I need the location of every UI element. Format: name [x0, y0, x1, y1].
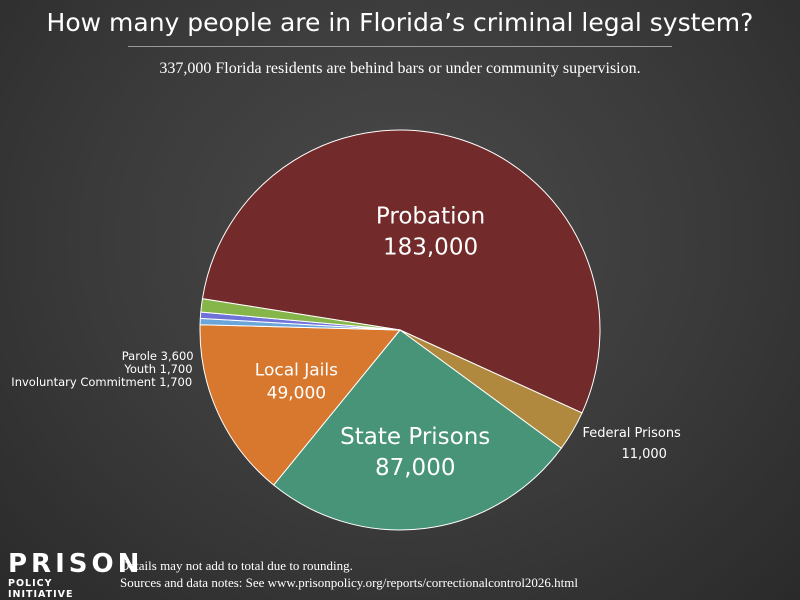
logo-line-2: POLICY INITIATIVE: [8, 578, 74, 600]
slice-label-federal-prisons: Federal Prisons: [582, 426, 681, 441]
slice-label-local-jails: Local Jails: [255, 361, 338, 381]
pie-slice-local-jails: [199, 324, 402, 486]
slice-label-parole: Parole 3,600: [122, 349, 194, 363]
slice-label-involuntary-commitment: Involuntary Commitment 1,700: [11, 375, 192, 389]
slice-value-federal-prisons: 11,000: [621, 447, 667, 462]
pie-slice-probation: [201, 129, 601, 414]
pie-slice-state-prisons: [272, 329, 563, 531]
title-divider: [128, 46, 672, 47]
prison-policy-initiative-logo: PRISON POLICY INITIATIVE: [8, 549, 144, 600]
logo-line-1: PRISON: [8, 549, 144, 579]
rounding-note: Details may not add to total due to roun…: [120, 558, 353, 573]
slice-value-local-jails: 49,000: [267, 384, 326, 404]
slice-label-youth: Youth 1,700: [123, 362, 192, 376]
pie-slice-parole: [200, 298, 401, 331]
slice-label-state-prisons: State Prisons: [340, 424, 490, 450]
chart-subtitle: 337,000 Florida residents are behind bar…: [159, 60, 641, 77]
sources-note: Sources and data notes: See www.prisonpo…: [120, 575, 579, 590]
chart-title: How many people are in Florida’s crimina…: [46, 8, 754, 37]
slice-value-state-prisons: 87,000: [375, 455, 455, 481]
slice-label-probation: Probation: [376, 203, 485, 229]
slice-value-probation: 183,000: [383, 234, 478, 260]
source-notes: Details may not add to total due to roun…: [120, 557, 578, 591]
